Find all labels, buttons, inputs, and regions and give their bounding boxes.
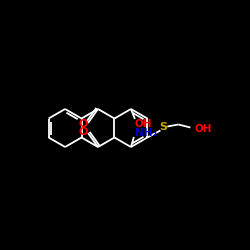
Text: O: O	[78, 119, 88, 129]
Text: S: S	[159, 122, 167, 132]
Text: OH: OH	[194, 124, 212, 134]
Text: NH₂: NH₂	[135, 128, 157, 138]
Text: O: O	[78, 127, 88, 137]
Text: OH: OH	[134, 119, 152, 129]
